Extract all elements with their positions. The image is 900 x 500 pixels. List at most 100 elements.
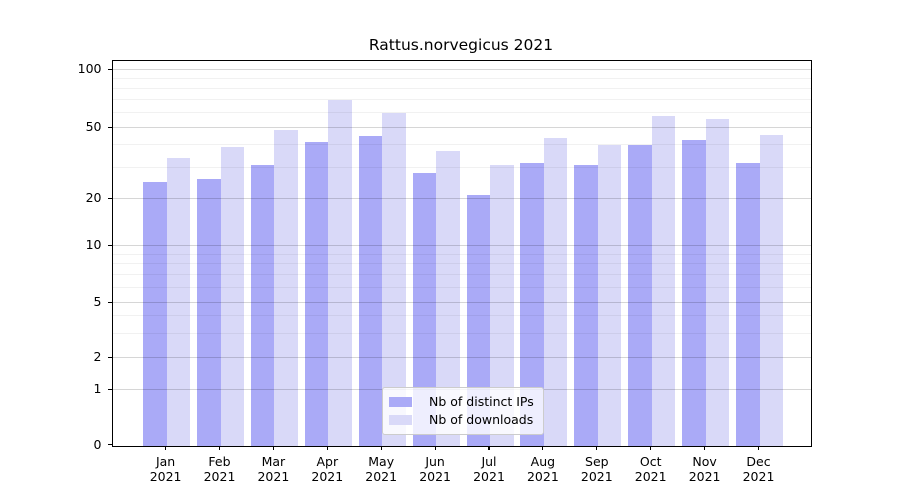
legend-label-distinct-ips: Nb of distinct IPs <box>429 394 534 409</box>
x-tick-month: Jun <box>425 453 445 469</box>
minor-gridline <box>113 315 811 317</box>
y-tick-label: 2 <box>93 349 102 364</box>
major-gridline <box>113 302 811 303</box>
legend-label-downloads: Nb of downloads <box>429 412 534 427</box>
y-tick-label: 10 <box>85 237 102 252</box>
minor-gridline <box>113 166 811 168</box>
bar-downloads-oct <box>651 115 676 446</box>
bar-downloads-dec <box>759 134 783 446</box>
minor-gridline <box>113 87 811 89</box>
y-tick-label: 20 <box>85 190 102 205</box>
bar-downloads-feb <box>220 147 244 446</box>
x-tick-label: Nov 2021 <box>675 454 735 485</box>
bar-downloads-aug <box>543 137 568 446</box>
x-tick-year: 2021 <box>203 469 236 484</box>
x-tick-year: 2021 <box>473 469 505 484</box>
bar-distinct-ips-jun <box>412 172 437 446</box>
minor-gridline <box>113 332 811 334</box>
x-tick-month: Jan <box>155 453 176 469</box>
major-gridline <box>113 198 811 199</box>
minor-gridline <box>113 274 811 276</box>
x-tick-label: Sep 2021 <box>567 454 627 485</box>
bar-distinct-ips-jan <box>143 181 167 446</box>
x-axis-tick <box>650 445 652 450</box>
plot-area: Nb of distinct IPs Nb of downloads <box>112 59 812 447</box>
x-tick-year: 2021 <box>257 469 290 484</box>
x-axis-tick <box>326 445 328 450</box>
x-tick-year: 2021 <box>311 469 344 484</box>
x-tick-label: Jul 2021 <box>459 454 519 485</box>
major-gridline <box>113 245 811 246</box>
x-tick-month: Aug <box>530 453 556 469</box>
x-tick-month: Dec <box>746 453 771 469</box>
minor-gridline <box>113 253 811 255</box>
y-axis-tick <box>107 68 112 70</box>
legend-item-distinct-ips: Nb of distinct IPs <box>389 393 534 411</box>
legend-item-downloads: Nb of downloads <box>389 411 534 429</box>
x-tick-label: Jan 2021 <box>136 454 196 485</box>
minor-gridline <box>113 111 811 113</box>
legend: Nb of distinct IPs Nb of downloads <box>382 386 544 435</box>
x-tick-year: 2021 <box>419 469 451 484</box>
x-tick-label: Oct 2021 <box>621 454 681 485</box>
y-axis-tick <box>107 126 112 128</box>
y-tick-label: 1 <box>93 381 102 396</box>
y-axis-tick <box>107 197 112 199</box>
x-axis-tick <box>596 445 598 450</box>
minor-gridline <box>113 263 811 265</box>
x-tick-label: Mar 2021 <box>243 454 303 485</box>
y-axis-tick <box>107 301 112 303</box>
legend-swatch-downloads <box>389 414 412 425</box>
y-tick-label: 5 <box>93 294 102 309</box>
minor-gridline <box>113 77 811 79</box>
y-tick-label: 0 <box>93 436 102 452</box>
bar-downloads-jul <box>490 165 514 446</box>
minor-gridline <box>113 287 811 288</box>
bar-distinct-ips-aug <box>520 162 544 446</box>
minor-gridline <box>113 144 811 146</box>
y-tick-label: 100 <box>77 61 102 76</box>
x-axis-tick <box>488 445 490 450</box>
major-gridline <box>113 357 811 358</box>
x-tick-month: Sep <box>585 453 609 469</box>
x-tick-label: Feb 2021 <box>190 454 250 485</box>
chart-title: Rattus.norvegicus 2021 <box>368 36 554 54</box>
x-axis-tick <box>165 445 167 450</box>
x-tick-month: Oct <box>639 453 662 469</box>
y-axis-tick <box>107 388 112 390</box>
x-axis-tick <box>272 445 274 450</box>
grid-layer <box>113 61 811 446</box>
x-tick-month: Mar <box>261 453 286 469</box>
bar-distinct-ips-nov <box>682 139 706 446</box>
x-tick-label: Jun 2021 <box>405 454 465 485</box>
legend-swatch-distinct-ips <box>389 396 412 407</box>
bar-downloads-mar <box>274 129 298 446</box>
bar-distinct-ips-may <box>358 136 383 446</box>
minor-gridline <box>113 98 811 100</box>
x-tick-month: May <box>368 453 395 469</box>
bars-layer <box>113 61 811 446</box>
y-tick-label: 50 <box>85 119 102 134</box>
bar-downloads-jan <box>166 157 191 446</box>
bar-downloads-nov <box>705 118 730 446</box>
x-tick-year: 2021 <box>742 469 775 484</box>
bar-distinct-ips-oct <box>628 145 652 446</box>
x-tick-label: Dec 2021 <box>729 454 789 485</box>
major-gridline <box>113 127 811 128</box>
bar-distinct-ips-feb <box>197 178 221 446</box>
x-tick-month: Nov <box>692 453 717 469</box>
x-tick-year: 2021 <box>149 469 182 484</box>
y-axis-tick <box>107 444 112 446</box>
bar-distinct-ips-apr <box>304 141 329 446</box>
x-tick-year: 2021 <box>365 469 398 484</box>
x-tick-month: Apr <box>316 453 339 469</box>
x-axis-tick <box>704 445 706 450</box>
bar-distinct-ips-jul <box>466 195 490 446</box>
x-axis-tick <box>380 445 382 450</box>
x-axis-tick <box>218 445 221 450</box>
x-tick-month: Jul <box>481 453 497 469</box>
x-tick-label: Aug 2021 <box>513 454 573 485</box>
